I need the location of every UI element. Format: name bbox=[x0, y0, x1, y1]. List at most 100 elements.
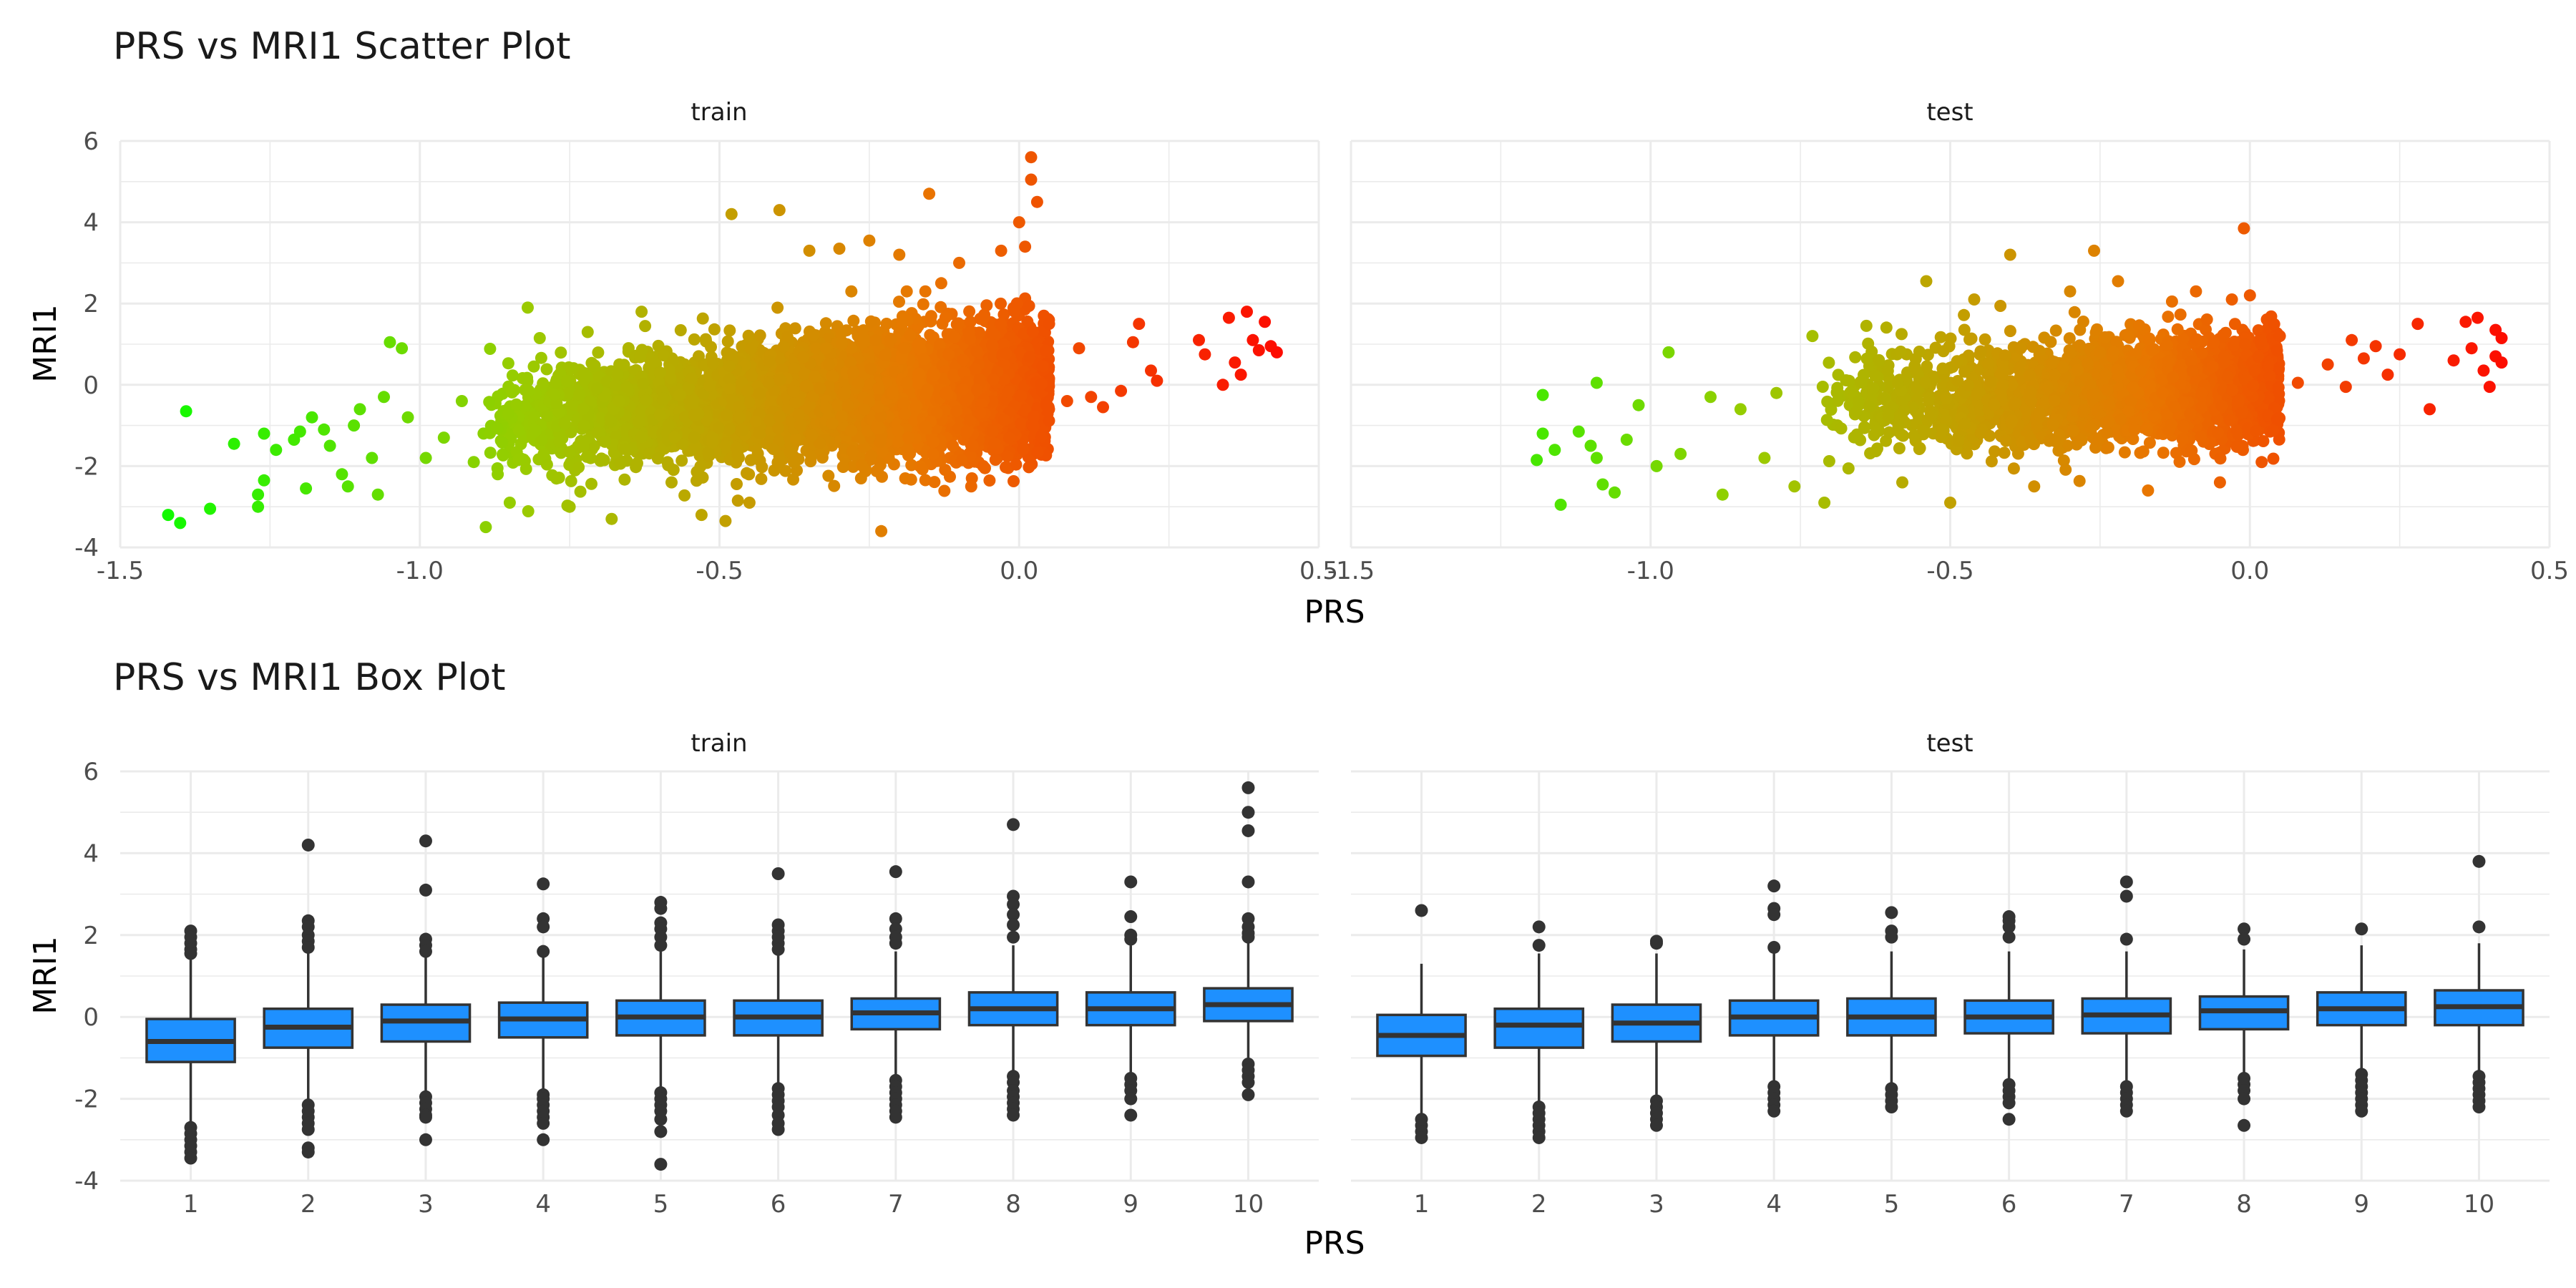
scatter-point bbox=[565, 474, 577, 487]
scatter-point bbox=[723, 324, 736, 337]
scatter-point bbox=[1015, 417, 1028, 430]
scatter-point bbox=[746, 369, 758, 382]
scatter-point bbox=[900, 285, 913, 298]
scatter-point bbox=[633, 416, 645, 429]
scatter-point bbox=[1017, 443, 1030, 456]
scatter-point bbox=[673, 389, 686, 401]
scatter-point bbox=[512, 454, 525, 467]
scatter-y-tick-label: 4 bbox=[83, 209, 99, 238]
scatter-point bbox=[864, 315, 877, 328]
scatter-point bbox=[872, 464, 884, 477]
scatter-point bbox=[893, 296, 905, 308]
scatter-point bbox=[731, 494, 744, 507]
scatter-point bbox=[590, 382, 603, 395]
scatter-title: PRS vs MRI1 Scatter Plot bbox=[113, 25, 571, 68]
scatter-point bbox=[598, 435, 611, 448]
scatter-point bbox=[585, 477, 597, 490]
scatter-point bbox=[721, 335, 734, 348]
scatter-point bbox=[837, 386, 850, 399]
scatter-point bbox=[634, 351, 647, 364]
scatter-point bbox=[674, 324, 687, 336]
scatter-point bbox=[619, 443, 631, 455]
scatter-point bbox=[640, 394, 653, 406]
scatter-point bbox=[1023, 300, 1035, 312]
scatter-point bbox=[978, 308, 991, 321]
scatter-point bbox=[919, 474, 932, 487]
scatter-point bbox=[955, 454, 968, 467]
scatter-point bbox=[924, 310, 937, 323]
scatter-chart: PRS vs MRI1 Scatter Plot train -1.5 -1.0-… bbox=[27, 25, 2569, 630]
scatter-point bbox=[1027, 325, 1039, 338]
scatter-point bbox=[483, 396, 496, 409]
scatter-point bbox=[895, 352, 908, 365]
scatter-point bbox=[826, 369, 839, 382]
scatter-point bbox=[678, 489, 691, 502]
scatter-point bbox=[535, 351, 547, 364]
scatter-point bbox=[771, 301, 784, 314]
scatter-x-tick-label: 0.0 bbox=[1000, 557, 1038, 585]
scatter-point bbox=[917, 353, 930, 366]
scatter-point bbox=[502, 408, 514, 421]
scatter-strip-train: train bbox=[691, 98, 747, 127]
scatter-points-cloud-train bbox=[477, 285, 1055, 517]
scatter-point bbox=[637, 377, 650, 390]
scatter-point bbox=[983, 474, 996, 487]
scatter-point bbox=[691, 466, 703, 478]
scatter-point bbox=[874, 436, 887, 449]
scatter-point bbox=[904, 329, 917, 342]
scatter-point bbox=[779, 464, 792, 477]
scatter-point bbox=[899, 472, 912, 484]
scatter-point bbox=[506, 369, 519, 382]
scatter-point bbox=[614, 457, 627, 470]
scatter-point bbox=[928, 476, 941, 489]
scatter-point bbox=[622, 342, 635, 355]
scatter-y-tick-label: 2 bbox=[83, 290, 99, 318]
scatter-point bbox=[938, 484, 951, 497]
scatter-point bbox=[892, 424, 904, 437]
scatter-point bbox=[916, 463, 929, 476]
scatter-point bbox=[896, 316, 909, 328]
scatter-x-tick-label: 0.5 bbox=[1299, 557, 1338, 585]
scatter-point bbox=[846, 444, 859, 457]
scatter-point bbox=[610, 379, 623, 391]
scatter-point bbox=[989, 454, 1002, 466]
scatter-point bbox=[919, 285, 932, 298]
scatter-point bbox=[561, 375, 574, 388]
scatter-point bbox=[510, 398, 523, 411]
scatter-point bbox=[537, 377, 550, 390]
scatter-point bbox=[496, 436, 509, 449]
scatter-point bbox=[1023, 461, 1035, 474]
scatter-point bbox=[952, 317, 965, 330]
scatter-point bbox=[491, 422, 504, 435]
scatter-point bbox=[892, 435, 904, 448]
scatter-grid-train bbox=[119, 140, 1320, 549]
scatter-point bbox=[1001, 450, 1014, 463]
scatter-y-tick-label: -2 bbox=[74, 452, 99, 481]
scatter-point bbox=[618, 473, 631, 486]
scatter-point bbox=[688, 333, 701, 346]
scatter-point bbox=[696, 312, 709, 325]
scatter-point bbox=[721, 409, 733, 421]
scatter-point bbox=[578, 374, 590, 386]
scatter-point bbox=[927, 448, 940, 461]
scatter-point bbox=[502, 357, 514, 370]
scatter-point bbox=[552, 472, 565, 484]
scatter-point bbox=[741, 467, 753, 479]
scatter-y-tick-label: 6 bbox=[83, 127, 99, 156]
scatter-point bbox=[592, 346, 605, 359]
scatter-point bbox=[574, 485, 587, 498]
scatter-point bbox=[855, 459, 868, 472]
scatter-point bbox=[963, 305, 976, 318]
scatter-point bbox=[497, 449, 509, 462]
scatter-point bbox=[939, 311, 952, 324]
scatter-point bbox=[675, 454, 688, 467]
scatter-x-tick-label: -1.0 bbox=[396, 557, 444, 585]
scatter-point bbox=[522, 384, 535, 397]
scatter-point bbox=[787, 473, 799, 486]
scatter-point bbox=[1031, 446, 1044, 458]
scatter-y-tick-label: -4 bbox=[74, 534, 99, 562]
scatter-point bbox=[988, 437, 1001, 450]
scatter-point bbox=[522, 505, 535, 517]
scatter-point bbox=[651, 452, 664, 465]
